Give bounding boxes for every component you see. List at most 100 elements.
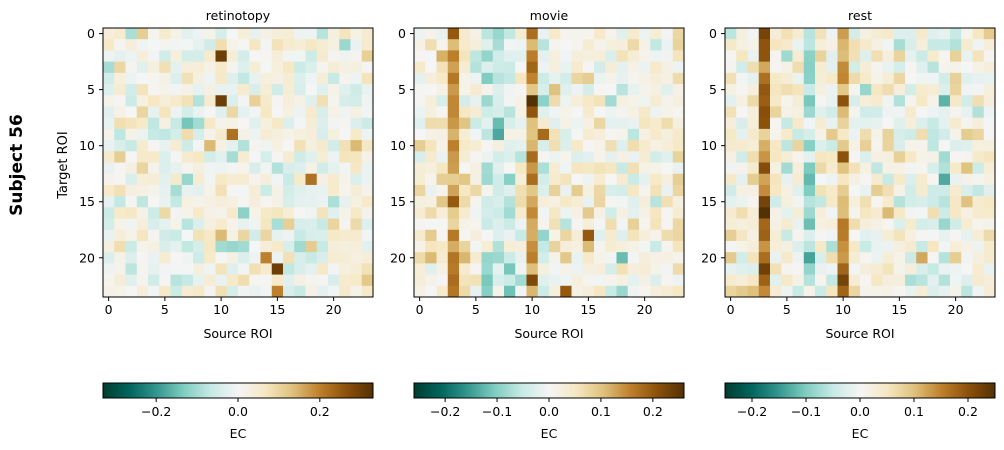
heatmap-cell [594, 39, 606, 51]
heatmap-cell [594, 61, 606, 74]
heatmap-cell [459, 184, 471, 197]
heatmap-cell [249, 84, 261, 96]
heatmap-cell [905, 285, 917, 298]
heatmap-cell [193, 274, 205, 287]
heatmap-cell [661, 106, 674, 119]
colorbar-tick-label: 0.2 [643, 404, 663, 419]
heatmap-cell [582, 229, 595, 242]
heatmap-cell [747, 252, 760, 264]
heatmap-cell [170, 39, 183, 51]
heatmap-cell [271, 229, 284, 242]
heatmap-cell [305, 151, 318, 163]
heatmap-cell [758, 173, 771, 186]
heatmap-cell [316, 140, 329, 152]
heatmap-cell [170, 274, 183, 287]
heatmap-cell [283, 128, 295, 141]
heatmap-cell [414, 61, 426, 74]
x-tick-label: 20 [948, 302, 964, 317]
heatmap-cell [815, 285, 827, 298]
heatmap-cell [582, 207, 595, 219]
heatmap-cell [459, 151, 471, 163]
heatmap-cell [361, 196, 374, 208]
heatmap-cell [927, 263, 940, 275]
heatmap-cell [938, 128, 951, 141]
heatmap-cell [860, 128, 872, 141]
heatmap-cell [672, 162, 685, 175]
heatmap-cell [927, 50, 940, 63]
heatmap-cell [594, 50, 606, 63]
heatmap-cell [882, 50, 895, 63]
heatmap-cell [639, 207, 651, 219]
heatmap-cell [826, 95, 838, 107]
heatmap-cell [238, 128, 250, 141]
heatmap-cell [627, 207, 640, 219]
heatmap-cell [758, 28, 771, 40]
heatmap-cell [470, 274, 482, 287]
heatmap-cell [526, 84, 539, 96]
heatmap-cell [770, 140, 782, 152]
heatmap-cell [893, 95, 906, 107]
heatmap-cell [226, 196, 239, 208]
heatmap-cell [316, 61, 329, 74]
heatmap-cell [159, 95, 171, 107]
heatmap-cell [425, 28, 437, 40]
heatmap-cell [193, 128, 205, 141]
heatmap-cell [361, 117, 374, 130]
heatmap-cell [983, 252, 996, 264]
heatmap-cell [260, 252, 273, 264]
heatmap-cell [159, 128, 171, 141]
heatmap-cell [616, 151, 629, 163]
heatmap-cell [927, 117, 940, 130]
heatmap-cell [283, 95, 295, 107]
heatmap-cell [103, 84, 115, 96]
heatmap-cell [204, 184, 216, 197]
heatmap-cell [560, 72, 572, 85]
heatmap-cell [305, 207, 318, 219]
heatmap-cell [436, 240, 449, 253]
heatmap-cell [215, 28, 228, 40]
heatmap-cell [927, 162, 940, 175]
heatmap-cell [148, 28, 160, 40]
heatmap-cell [961, 218, 973, 231]
heatmap-cell [747, 140, 760, 152]
heatmap-cell [927, 84, 940, 96]
heatmap-cell [414, 274, 426, 287]
heatmap-cell [414, 240, 426, 253]
heatmap-cell [848, 39, 861, 51]
heatmap-cell [605, 106, 617, 119]
heatmap-cell [350, 218, 363, 231]
heatmap-cell [893, 229, 906, 242]
heatmap-cell [204, 84, 216, 96]
y-tick-label: 10 [390, 138, 406, 153]
heatmap-cell [103, 184, 115, 197]
heatmap-cell [515, 173, 527, 186]
heatmap-cell [350, 196, 363, 208]
heatmap-cell [350, 106, 363, 119]
heatmap-cell [661, 39, 674, 51]
heatmap-cell [238, 207, 250, 219]
heatmap-cell [560, 106, 572, 119]
heatmap-cell [447, 128, 460, 141]
heatmap-cell [481, 162, 494, 175]
heatmap-cell [425, 39, 437, 51]
heatmap-cell [447, 72, 460, 85]
heatmap-cell [537, 84, 550, 96]
heatmap-cell [283, 140, 295, 152]
heatmap-cell [792, 28, 805, 40]
heatmap-cell [582, 285, 595, 298]
heatmap-cell [927, 72, 940, 85]
heatmap-cell [459, 50, 471, 63]
heatmap-cell [504, 95, 516, 107]
heatmap-cell [736, 274, 748, 287]
heatmap-cell [950, 196, 962, 208]
heatmap-cell [238, 252, 250, 264]
heatmap-cell [650, 184, 662, 197]
heatmap-cell [961, 184, 973, 197]
heatmap-cell [148, 263, 160, 275]
heatmap-cell [125, 50, 138, 63]
heatmap-cell [436, 151, 449, 163]
heatmap-cell [136, 128, 149, 141]
heatmap-cell [294, 207, 306, 219]
heatmap-cell [504, 162, 516, 175]
heatmap-cell [215, 229, 228, 242]
